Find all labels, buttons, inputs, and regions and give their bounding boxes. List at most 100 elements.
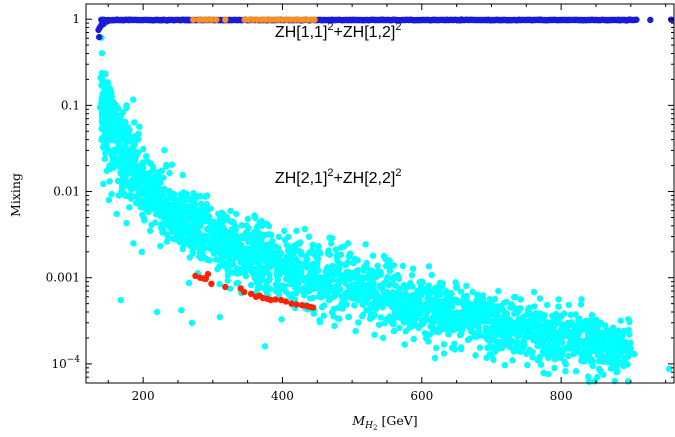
series-0-point: [141, 179, 148, 186]
series-0-point: [245, 249, 252, 256]
series-0-point: [570, 350, 577, 358]
series-0-point: [597, 367, 604, 375]
series-0-point: [261, 343, 269, 350]
series-0-point: [298, 268, 305, 276]
plot-frame: [85, 3, 675, 384]
series-0-point: [279, 261, 286, 269]
series-0-point: [138, 248, 145, 255]
series-0-point: [572, 368, 580, 375]
series-0-point: [410, 335, 417, 343]
series-1-point: [247, 290, 255, 297]
series-0-point: [321, 274, 328, 281]
series-0-point: [266, 285, 274, 292]
series-0-point: [614, 339, 622, 346]
series-0-point: [399, 262, 407, 270]
series-0-point: [278, 316, 285, 323]
series-0-point: [129, 152, 136, 159]
series-0-point: [203, 201, 210, 208]
series-0-point: [309, 241, 316, 248]
series-0-point: [517, 296, 524, 303]
series-0-point: [287, 278, 294, 285]
series-0-point: [131, 119, 138, 126]
series-0-point: [390, 327, 398, 335]
series-0-point: [197, 200, 205, 208]
series-0-point: [206, 257, 213, 264]
series-0-point: [314, 258, 321, 265]
series-0-point: [293, 267, 300, 275]
x-axis-title-main: M: [351, 413, 366, 428]
series-0-point: [484, 344, 491, 351]
series-0-point: [561, 358, 568, 365]
series-0-point: [543, 301, 551, 309]
series-0-point: [463, 282, 470, 290]
series-0-point: [276, 271, 283, 279]
series-0-point: [118, 185, 126, 193]
series-0-point: [597, 319, 604, 326]
series-0-point: [351, 255, 358, 263]
series-0-point: [185, 279, 193, 287]
series-0-point: [120, 136, 127, 143]
series-0-point: [207, 205, 214, 212]
series-0-point: [100, 180, 107, 187]
series-0-point: [316, 290, 324, 298]
series-0-point: [512, 293, 519, 301]
series-0-point: [139, 161, 147, 168]
series-0-point: [326, 234, 333, 241]
series-0-point: [355, 319, 362, 326]
series-0-point: [140, 215, 148, 222]
series-0-point: [216, 313, 223, 321]
series-0-point: [161, 185, 168, 193]
series-0-point: [242, 272, 249, 280]
series-0-point: [592, 325, 599, 332]
series-0-point: [243, 260, 251, 267]
series-0-point: [106, 178, 113, 185]
series-0-point: [540, 350, 547, 357]
series-0-point: [119, 149, 126, 157]
series-0-point: [315, 243, 322, 250]
series-0-point: [593, 335, 600, 342]
series-0-point: [282, 288, 289, 295]
series-0-point: [102, 150, 109, 157]
series-0-point: [186, 237, 194, 245]
series-0-point: [344, 240, 352, 247]
series-0-point: [394, 271, 401, 279]
series-0-point: [463, 305, 470, 313]
series-0-point: [389, 317, 396, 324]
series-0-point: [534, 357, 542, 364]
series-0-point: [361, 282, 369, 290]
series-0-point: [295, 240, 303, 247]
series-0-point: [221, 227, 228, 234]
y-tick-label: 0.01: [53, 185, 80, 199]
series-0-point: [336, 315, 343, 322]
series-0-point: [449, 303, 456, 310]
series-0-point: [482, 302, 489, 310]
series-0-point: [515, 315, 522, 322]
y-tick-label-base: 0.001: [46, 271, 80, 285]
series-1-point: [204, 270, 212, 278]
series-0-point: [212, 256, 220, 263]
series-0-point: [135, 136, 142, 143]
series-0-point: [188, 319, 196, 326]
series-0-point: [220, 260, 228, 267]
series-0-point: [595, 329, 602, 336]
series-0-point: [537, 361, 545, 368]
series-0-point: [355, 296, 362, 304]
series-0-point: [369, 252, 377, 259]
series-0-point: [220, 217, 228, 224]
series-0-point: [143, 153, 150, 160]
series-0-point: [191, 209, 198, 216]
series-0-point: [303, 252, 310, 259]
series-0-point: [535, 311, 543, 318]
y-tick-label-base: 10: [51, 357, 66, 371]
series-0-point: [524, 361, 531, 369]
series-0-point: [332, 285, 339, 293]
y-tick-label-base: 0.01: [53, 185, 80, 199]
series-0-point: [474, 317, 481, 324]
series-0-point: [111, 146, 118, 153]
series-0-point: [293, 227, 300, 234]
series-0-point: [343, 268, 350, 276]
series-0-point: [228, 237, 235, 245]
series-0-point: [339, 305, 346, 312]
series-0-point: [526, 304, 533, 311]
series-0-point: [367, 306, 374, 313]
